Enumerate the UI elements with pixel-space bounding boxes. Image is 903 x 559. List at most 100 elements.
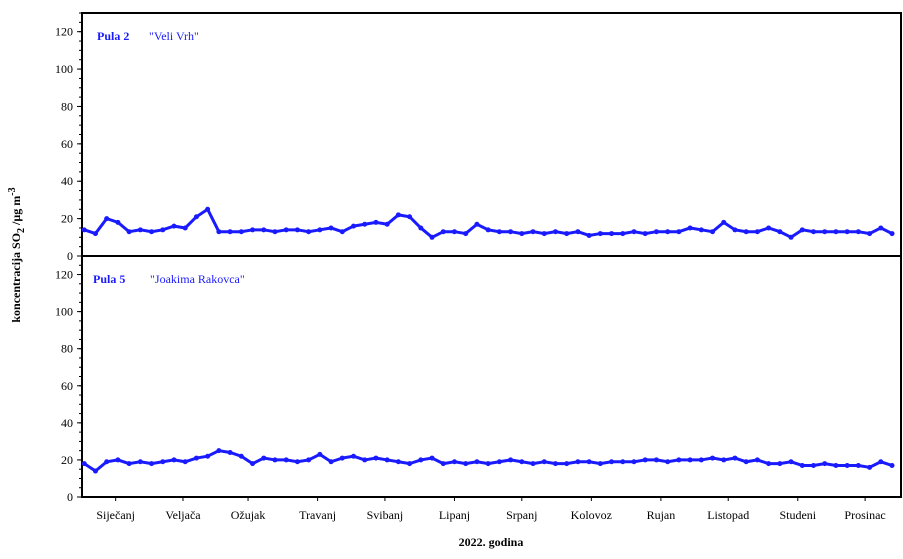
data-point (810, 462, 816, 468)
y-tick-label: 80 (61, 99, 73, 113)
data-point (216, 229, 222, 235)
data-point (620, 231, 626, 237)
data-point (687, 225, 693, 231)
x-tick-label: Studeni (779, 508, 816, 522)
data-point (519, 231, 525, 237)
x-tick-label: Travanj (299, 508, 336, 522)
plot-frame (81, 12, 902, 257)
data-point (149, 461, 155, 467)
data-point (216, 448, 222, 454)
data-point (530, 461, 536, 467)
data-point (777, 229, 783, 235)
data-point (395, 459, 401, 465)
y-tick-label: 0 (67, 490, 73, 504)
data-point (519, 459, 525, 465)
data-point (867, 231, 873, 237)
data-point (833, 462, 839, 468)
x-tick-label: Kolovoz (571, 508, 612, 522)
data-point (104, 459, 110, 465)
data-point (373, 219, 379, 225)
data-point (609, 231, 615, 237)
data-point (407, 461, 413, 467)
data-point (788, 234, 794, 240)
y-tick-label: 100 (55, 305, 73, 319)
y-tick-label: 20 (61, 453, 73, 467)
data-point (160, 227, 166, 233)
data-point (238, 453, 244, 459)
data-point (440, 461, 446, 467)
data-point (541, 459, 547, 465)
data-point (743, 229, 749, 235)
data-point (182, 459, 188, 465)
data-point (272, 457, 278, 463)
x-tick-label: Siječanj (96, 508, 135, 522)
x-tick-label: Veljača (165, 508, 201, 522)
y-tick-label: 20 (61, 212, 73, 226)
data-point (339, 455, 345, 461)
x-tick-label: Rujan (647, 508, 676, 522)
data-point (508, 229, 514, 235)
data-point (631, 459, 637, 465)
data-point (844, 462, 850, 468)
data-point (250, 227, 256, 233)
data-point (463, 231, 469, 237)
data-point (564, 461, 570, 467)
x-tick-label: Lipanj (439, 508, 470, 522)
data-point (115, 457, 121, 463)
data-point (665, 459, 671, 465)
data-point (261, 227, 267, 233)
data-point (227, 229, 233, 235)
data-point (653, 457, 659, 463)
data-point (889, 462, 895, 468)
data-point (766, 461, 772, 467)
y-axis-label: koncentracija SO2 /µg m-3 (7, 187, 27, 322)
data-point (777, 461, 783, 467)
data-line (83, 207, 893, 240)
data-point (508, 457, 514, 463)
data-point (855, 229, 861, 235)
data-point (810, 229, 816, 235)
data-point (317, 227, 323, 233)
data-point (822, 229, 828, 235)
data-point (81, 461, 87, 467)
data-point (395, 212, 401, 218)
data-point (676, 229, 682, 235)
y-tick-label: 120 (55, 268, 73, 282)
data-point (597, 231, 603, 237)
data-point (687, 457, 693, 463)
data-line (83, 449, 893, 473)
plot-frame (81, 255, 902, 498)
data-point (586, 459, 592, 465)
data-point (698, 457, 704, 463)
data-point (261, 455, 267, 461)
data-point (732, 227, 738, 233)
data-point (822, 461, 828, 467)
data-point (317, 451, 323, 457)
data-point (698, 227, 704, 233)
data-point (620, 459, 626, 465)
panel-subtitle: "Veli Vrh" (149, 29, 199, 43)
data-point (665, 229, 671, 235)
data-point (732, 455, 738, 461)
x-tick-label: Prosinac (844, 508, 885, 522)
data-point (351, 453, 357, 459)
data-point (160, 459, 166, 465)
data-point (149, 229, 155, 235)
data-point (328, 225, 334, 231)
data-point (182, 225, 188, 231)
data-point (754, 457, 760, 463)
y-label-sub: 2 (16, 228, 27, 233)
data-point (541, 231, 547, 237)
x-tick-label: Srpanj (506, 508, 537, 522)
data-point (104, 216, 110, 222)
y-label-text: koncentracija SO (9, 233, 23, 323)
data-point (754, 229, 760, 235)
data-point (451, 229, 457, 235)
x-tick-label: Ožujak (231, 508, 266, 522)
y-tick-label: 40 (61, 174, 73, 188)
data-point (137, 227, 143, 233)
data-point (867, 464, 873, 470)
data-point (238, 229, 244, 235)
data-point (799, 462, 805, 468)
